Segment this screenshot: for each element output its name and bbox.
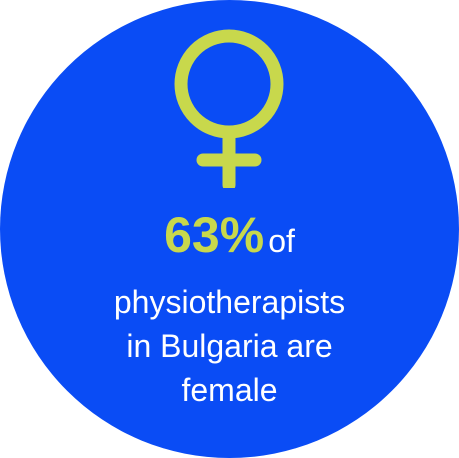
percentage-value: 63% — [164, 207, 265, 263]
connector-word: of — [268, 223, 295, 259]
female-symbol-icon — [174, 29, 284, 188]
description-line-3: female — [181, 372, 278, 408]
description-line-2: in Bulgaria are — [126, 328, 333, 364]
stat-description: physiotherapists in Bulgaria are female — [0, 280, 459, 412]
description-line-1: physiotherapists — [113, 284, 346, 320]
stat-headline: 63% of — [0, 200, 459, 270]
